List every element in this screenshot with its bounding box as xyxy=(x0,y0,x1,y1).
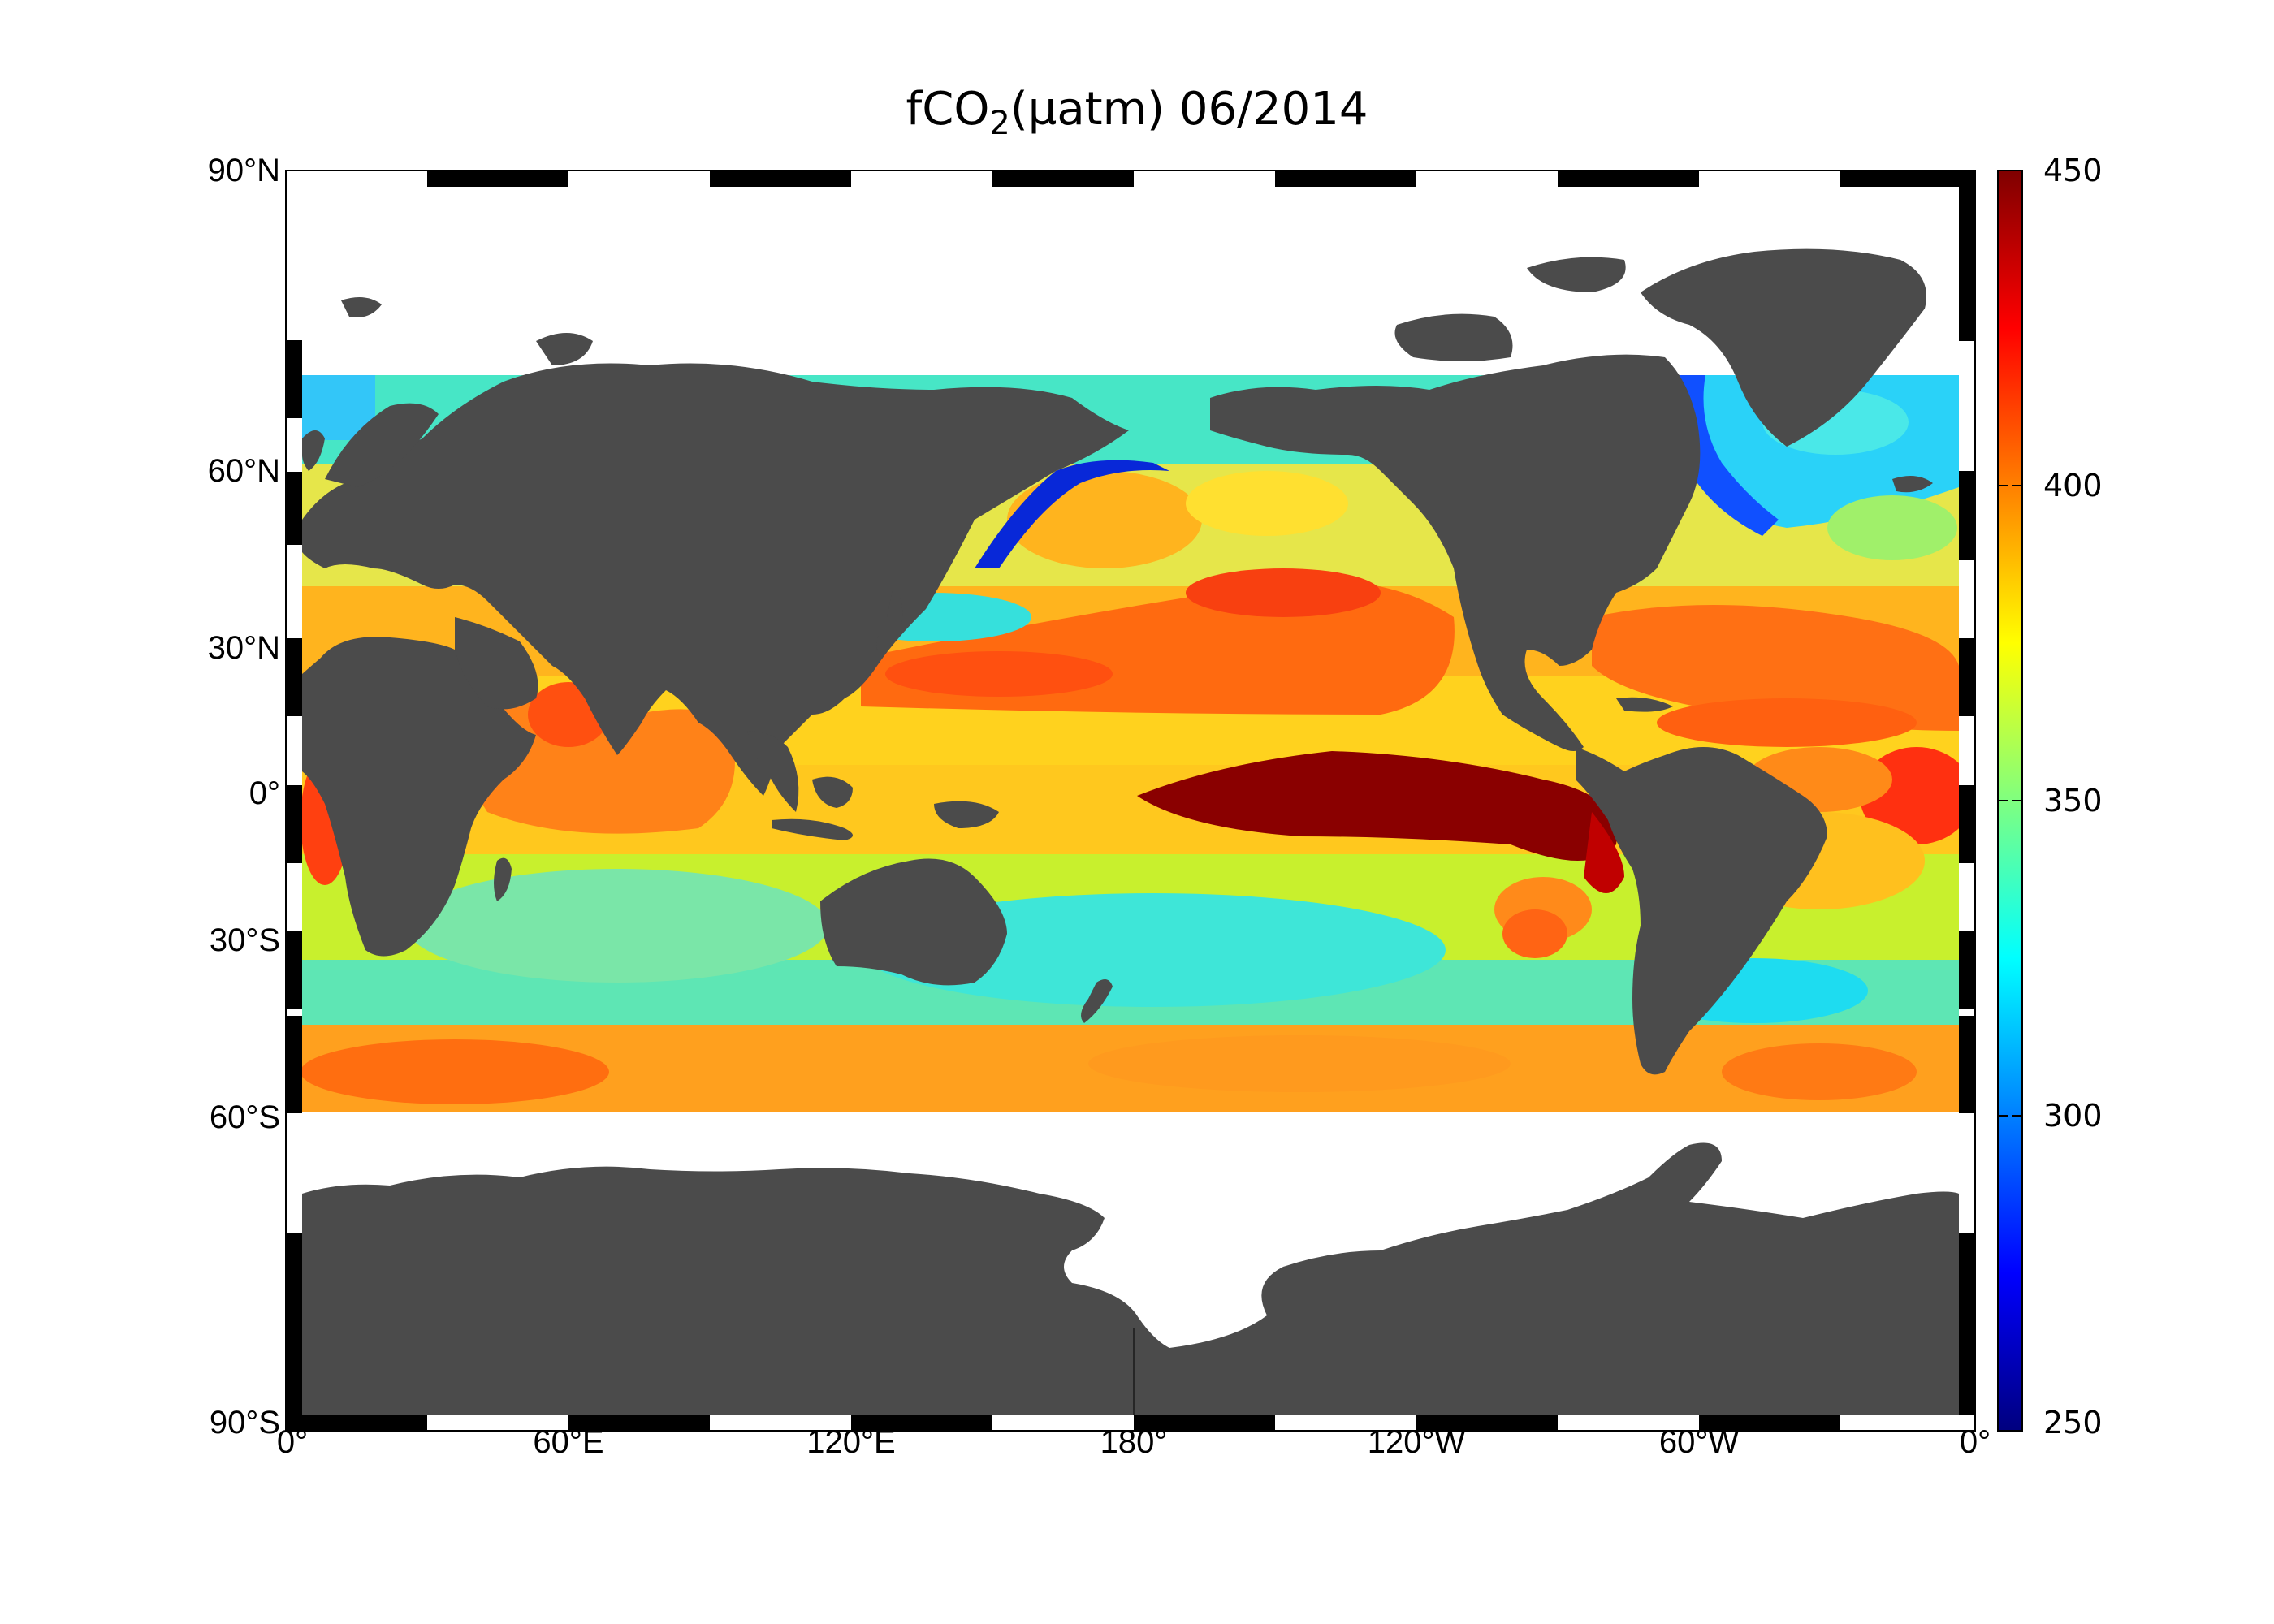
svalbard-shape xyxy=(341,297,382,317)
australia-shape xyxy=(820,858,1007,986)
colorbar-label-250: 250 xyxy=(2043,1405,2103,1440)
arctic-islands-shape xyxy=(1394,313,1513,361)
map-title: fCO2(µatm) 06/2014 xyxy=(0,83,2274,142)
lat-label-equator: 0° xyxy=(249,775,280,811)
lon-label-60w: 60°W xyxy=(1658,1424,1740,1460)
lon-label-0-left: 0° xyxy=(276,1424,309,1460)
borneo-shape xyxy=(812,776,853,808)
lat-label-30s: 30°S xyxy=(209,922,280,958)
lat-label-90n: 90°N xyxy=(207,153,280,188)
japan-shape xyxy=(876,585,903,650)
africa-shape xyxy=(302,637,536,957)
north-america-shape xyxy=(1210,354,1701,751)
frame-checker-right xyxy=(1959,187,1975,1415)
lon-label-0-right: 0° xyxy=(1959,1424,1991,1460)
lat-label-30n: 30°N xyxy=(207,630,280,666)
lon-label-60e: 60°E xyxy=(533,1424,604,1460)
title-main: fCO xyxy=(906,83,990,136)
colorbar-ticks xyxy=(1998,170,2022,1432)
caribbean-shape xyxy=(1616,697,1673,712)
colorbar-label-400: 400 xyxy=(2043,468,2103,503)
arabia-shape xyxy=(455,617,538,710)
lat-label-90s: 90°S xyxy=(209,1405,280,1440)
uk-shape xyxy=(302,430,325,471)
colorbar-label-450: 450 xyxy=(2043,153,2103,188)
colorbar-label-300: 300 xyxy=(2043,1098,2103,1134)
ellesmere-shape xyxy=(1527,257,1626,292)
lat-label-60n: 60°N xyxy=(207,453,280,489)
title-subscript: 2 xyxy=(989,105,1010,143)
novaya-zemlya-shape xyxy=(536,333,593,365)
indochina-shape xyxy=(747,731,799,812)
frame-checker-top xyxy=(427,171,1975,187)
eurasia-shape xyxy=(302,363,1129,796)
new-zealand-shape xyxy=(1081,979,1113,1023)
land-masses xyxy=(302,248,1959,1415)
frame-checker-left xyxy=(286,340,302,1415)
colorbar-label-350: 350 xyxy=(2043,783,2103,818)
lon-label-180: 180° xyxy=(1100,1424,1168,1460)
new-guinea-shape xyxy=(934,801,999,828)
lon-label-120e: 120°E xyxy=(806,1424,896,1460)
iceland-shape xyxy=(1892,476,1933,493)
title-rest: (µatm) 06/2014 xyxy=(1009,83,1368,136)
scandinavia-shape xyxy=(325,403,439,487)
frame-checker-bottom xyxy=(286,1415,1840,1431)
lat-label-60s: 60°S xyxy=(209,1099,280,1135)
antarctica-shape xyxy=(302,1142,1959,1415)
lon-label-120w: 120°W xyxy=(1367,1424,1466,1460)
madagascar-shape xyxy=(494,857,512,901)
sumatra-java-shape xyxy=(772,818,853,840)
greenland-shape xyxy=(1641,248,1926,447)
south-america-shape xyxy=(1576,747,1827,1075)
